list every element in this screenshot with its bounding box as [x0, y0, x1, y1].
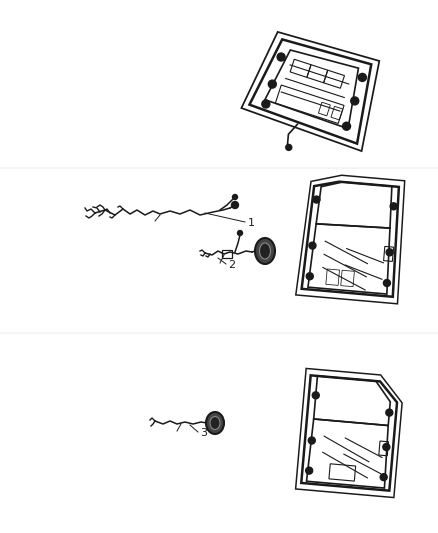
Ellipse shape — [255, 238, 275, 264]
Circle shape — [308, 437, 315, 444]
Circle shape — [313, 196, 320, 203]
Circle shape — [383, 443, 390, 450]
Circle shape — [277, 53, 285, 61]
Circle shape — [312, 392, 319, 399]
Circle shape — [262, 100, 270, 108]
Circle shape — [286, 144, 292, 150]
Text: 3: 3 — [200, 428, 207, 438]
Circle shape — [380, 474, 387, 481]
Circle shape — [351, 97, 359, 105]
Circle shape — [237, 230, 243, 236]
Circle shape — [390, 203, 397, 210]
Circle shape — [386, 249, 393, 256]
Circle shape — [386, 409, 393, 416]
Circle shape — [232, 201, 239, 208]
Circle shape — [306, 273, 313, 280]
Ellipse shape — [259, 243, 271, 259]
Text: 1: 1 — [248, 218, 255, 228]
Circle shape — [309, 242, 316, 249]
Circle shape — [233, 195, 237, 199]
Circle shape — [358, 74, 366, 82]
Circle shape — [306, 467, 313, 474]
Ellipse shape — [210, 416, 220, 430]
Circle shape — [268, 80, 276, 88]
Text: 2: 2 — [228, 260, 235, 270]
Circle shape — [383, 279, 390, 287]
Circle shape — [343, 122, 350, 130]
Bar — [222, 250, 232, 258]
Ellipse shape — [206, 412, 224, 434]
